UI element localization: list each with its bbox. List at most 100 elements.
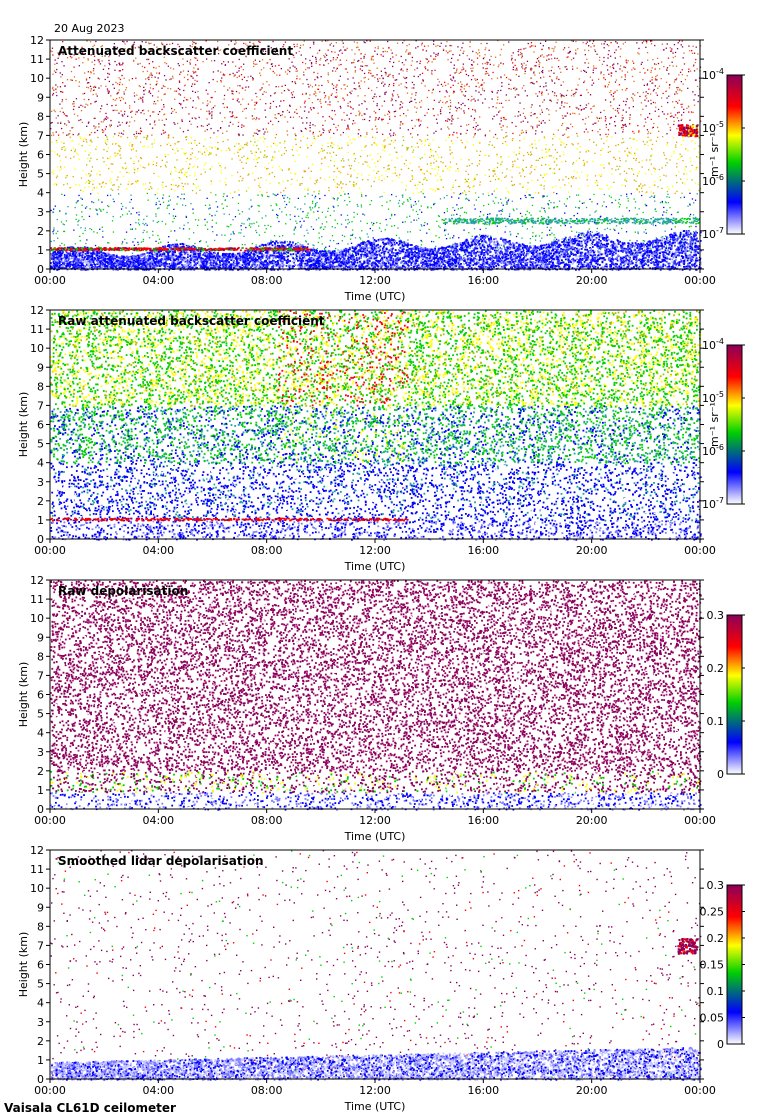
colorbar-tick-label: 0.25 bbox=[700, 906, 725, 919]
x-tick-label: 12:00 bbox=[359, 1084, 391, 1097]
y-tick-label: 2 bbox=[37, 495, 44, 508]
y-tick-label: 3 bbox=[37, 206, 44, 219]
colorbar-tick-label: 10-7 bbox=[702, 226, 724, 241]
y-tick-label: 8 bbox=[37, 650, 44, 663]
instrument-footer: Vaisala CL61D ceilometer bbox=[4, 1101, 176, 1115]
y-tick-label: 5 bbox=[37, 708, 44, 721]
y-tick-label: 3 bbox=[37, 476, 44, 489]
y-tick-label: 4 bbox=[37, 457, 44, 470]
colorbar-tick-label: 0.2 bbox=[707, 932, 725, 945]
x-tick-label: 16:00 bbox=[467, 1084, 499, 1097]
y-tick-label: 6 bbox=[37, 419, 44, 432]
panel-title: Smoothed lidar depolarisation bbox=[58, 854, 264, 868]
plot-area bbox=[50, 850, 700, 1079]
y-tick-label: 3 bbox=[37, 1016, 44, 1029]
y-tick-label: 2 bbox=[37, 765, 44, 778]
x-tick-label: 16:00 bbox=[467, 274, 499, 287]
y-tick-label: 7 bbox=[37, 399, 44, 412]
y-tick-label: 5 bbox=[37, 438, 44, 451]
y-axis-label: Height (km) bbox=[17, 932, 30, 998]
y-tick-label: 12 bbox=[30, 574, 44, 587]
x-tick-label: 16:00 bbox=[467, 544, 499, 557]
x-tick-label: 00:00 bbox=[34, 274, 66, 287]
colorbar bbox=[727, 345, 742, 504]
y-tick-label: 7 bbox=[37, 939, 44, 952]
colorbar-tick-label: 10-4 bbox=[702, 67, 724, 82]
y-tick-label: 7 bbox=[37, 669, 44, 682]
y-tick-label: 5 bbox=[37, 978, 44, 991]
x-axis-label: Time (UTC) bbox=[344, 560, 406, 573]
x-tick-label: 12:00 bbox=[359, 274, 391, 287]
x-tick-label: 04:00 bbox=[142, 814, 174, 827]
x-tick-label: 08:00 bbox=[251, 814, 283, 827]
colorbar-tick-label: 10-7 bbox=[702, 496, 724, 511]
colorbar-tick-label: 0 bbox=[717, 768, 724, 781]
y-tick-label: 12 bbox=[30, 34, 44, 47]
y-axis-label: Height (km) bbox=[17, 662, 30, 728]
colorbar-tick-label: 0.1 bbox=[707, 985, 725, 998]
y-tick-label: 6 bbox=[37, 959, 44, 972]
x-axis-label: Time (UTC) bbox=[344, 830, 406, 843]
x-tick-label: 08:00 bbox=[251, 274, 283, 287]
y-tick-label: 10 bbox=[30, 612, 44, 625]
colorbar-unit: m⁻¹ sr⁻¹ bbox=[708, 402, 721, 447]
y-tick-label: 11 bbox=[30, 323, 44, 336]
y-tick-label: 4 bbox=[37, 187, 44, 200]
y-tick-label: 6 bbox=[37, 149, 44, 162]
colorbar bbox=[727, 75, 742, 234]
y-tick-label: 9 bbox=[37, 901, 44, 914]
x-tick-label: 00:00 bbox=[684, 544, 716, 557]
y-tick-label: 12 bbox=[30, 304, 44, 317]
y-tick-label: 2 bbox=[37, 225, 44, 238]
colorbar bbox=[727, 885, 742, 1044]
y-tick-label: 12 bbox=[30, 844, 44, 857]
x-tick-label: 00:00 bbox=[34, 814, 66, 827]
y-tick-label: 1 bbox=[37, 514, 44, 527]
y-axis-label: Height (km) bbox=[17, 392, 30, 458]
y-tick-label: 5 bbox=[37, 168, 44, 181]
x-tick-label: 12:00 bbox=[359, 814, 391, 827]
x-tick-label: 00:00 bbox=[34, 1084, 66, 1097]
x-tick-label: 20:00 bbox=[576, 544, 608, 557]
y-tick-label: 9 bbox=[37, 91, 44, 104]
x-tick-label: 20:00 bbox=[576, 1084, 608, 1097]
y-tick-label: 8 bbox=[37, 110, 44, 123]
colorbar-tick-label: 0.3 bbox=[707, 609, 725, 622]
y-tick-label: 1 bbox=[37, 1054, 44, 1067]
x-tick-label: 00:00 bbox=[684, 1084, 716, 1097]
x-tick-label: 04:00 bbox=[142, 274, 174, 287]
panel-title: Attenuated backscatter coefficient bbox=[58, 44, 293, 58]
x-axis-label: Time (UTC) bbox=[344, 1100, 406, 1113]
colorbar-tick-label: 0 bbox=[717, 1038, 724, 1051]
y-tick-label: 7 bbox=[37, 129, 44, 142]
y-tick-label: 4 bbox=[37, 727, 44, 740]
colorbar-tick-label: 0.05 bbox=[700, 1012, 725, 1025]
y-tick-label: 6 bbox=[37, 689, 44, 702]
x-axis-label: Time (UTC) bbox=[344, 290, 406, 303]
x-tick-label: 16:00 bbox=[467, 814, 499, 827]
y-tick-label: 1 bbox=[37, 784, 44, 797]
x-tick-label: 08:00 bbox=[251, 1084, 283, 1097]
y-tick-label: 4 bbox=[37, 997, 44, 1010]
x-tick-label: 04:00 bbox=[142, 1084, 174, 1097]
colorbar-unit: m⁻¹ sr⁻¹ bbox=[708, 132, 721, 177]
y-tick-label: 10 bbox=[30, 882, 44, 895]
panel-title: Raw depolarisation bbox=[58, 584, 188, 598]
panel-title: Raw attenuated backscatter coefficient bbox=[58, 314, 325, 328]
y-tick-label: 11 bbox=[30, 863, 44, 876]
y-tick-label: 11 bbox=[30, 593, 44, 606]
x-tick-label: 20:00 bbox=[576, 814, 608, 827]
x-tick-label: 00:00 bbox=[684, 274, 716, 287]
x-tick-label: 04:00 bbox=[142, 544, 174, 557]
y-tick-label: 8 bbox=[37, 380, 44, 393]
colorbar-tick-label: 0.2 bbox=[707, 662, 725, 675]
y-tick-label: 9 bbox=[37, 361, 44, 374]
colorbar-tick-label: 0.1 bbox=[707, 715, 725, 728]
colorbar-tick-label: 0.15 bbox=[700, 959, 725, 972]
y-tick-label: 11 bbox=[30, 53, 44, 66]
